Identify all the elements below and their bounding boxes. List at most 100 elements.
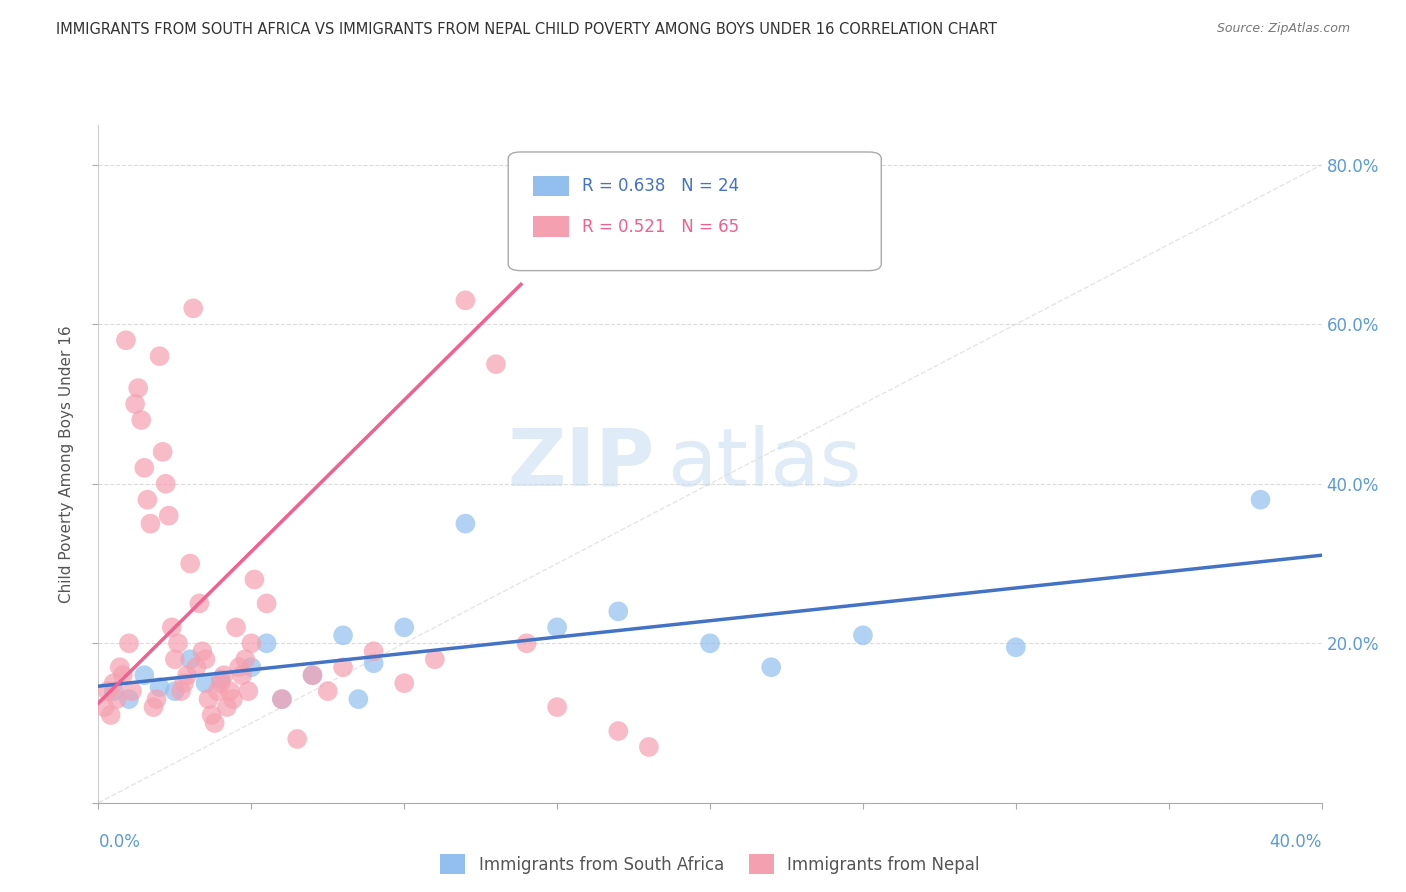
Point [118, 636, 141, 650]
Point [256, 596, 278, 610]
Point [454, 293, 477, 308]
Point [332, 628, 354, 642]
Text: IMMIGRANTS FROM SOUTH AFRICA VS IMMIGRANTS FROM NEPAL CHILD POVERTY AMONG BOYS U: IMMIGRANTS FROM SOUTH AFRICA VS IMMIGRAN… [56, 22, 997, 37]
Point [103, 684, 125, 698]
Point [485, 357, 508, 371]
Point [149, 349, 172, 363]
Point [233, 652, 256, 666]
Point [108, 660, 131, 674]
Point [332, 660, 354, 674]
Point [194, 676, 217, 690]
Text: R = 0.638   N = 24: R = 0.638 N = 24 [582, 177, 738, 194]
Point [392, 676, 416, 690]
Point [256, 636, 278, 650]
Point [179, 652, 201, 666]
Point [173, 676, 195, 690]
Point [759, 660, 782, 674]
Point [204, 716, 226, 731]
Point [155, 476, 177, 491]
Point [179, 557, 201, 571]
Point [270, 692, 292, 706]
Point [186, 660, 208, 674]
Point [301, 668, 323, 682]
Point [124, 397, 146, 411]
Point [93, 700, 115, 714]
Point [105, 692, 128, 706]
Point [188, 596, 211, 610]
Point [546, 620, 568, 634]
Point [134, 460, 156, 475]
Point [176, 668, 198, 682]
Point [225, 620, 247, 634]
Point [607, 724, 630, 739]
Point [152, 445, 174, 459]
Point [115, 333, 138, 347]
Point [136, 492, 159, 507]
Text: 0.0%: 0.0% [98, 833, 141, 851]
Point [167, 636, 190, 650]
Point [238, 684, 260, 698]
Point [228, 660, 250, 674]
Point [215, 700, 238, 714]
Point [1249, 492, 1271, 507]
Point [163, 652, 186, 666]
Point [127, 381, 149, 395]
Point [134, 668, 156, 682]
Point [209, 676, 232, 690]
Point [301, 668, 323, 682]
Point [207, 684, 229, 698]
Text: 40.0%: 40.0% [1270, 833, 1322, 851]
Bar [533, 217, 569, 236]
Point [181, 301, 204, 316]
Point [197, 692, 219, 706]
Point [160, 620, 183, 634]
Point [100, 708, 122, 723]
Y-axis label: Child Poverty Among Boys Under 16: Child Poverty Among Boys Under 16 [59, 325, 75, 603]
Point [231, 668, 253, 682]
Point [97, 684, 120, 698]
Point [243, 573, 266, 587]
Point [129, 413, 152, 427]
Point [149, 680, 172, 694]
Point [194, 652, 217, 666]
Point [240, 636, 263, 650]
Point [423, 652, 446, 666]
Point [170, 684, 193, 698]
Point [200, 708, 222, 723]
Point [157, 508, 180, 523]
Point [212, 668, 235, 682]
Point [637, 739, 661, 754]
Point [142, 700, 165, 714]
FancyBboxPatch shape [508, 152, 882, 270]
Point [209, 672, 232, 686]
Point [516, 636, 538, 650]
Point [392, 620, 416, 634]
Point [852, 628, 875, 642]
Point [219, 684, 242, 698]
Legend: Immigrants from South Africa, Immigrants from Nepal: Immigrants from South Africa, Immigrants… [432, 846, 988, 882]
Point [607, 604, 630, 618]
Point [363, 644, 385, 658]
Point [316, 684, 339, 698]
Bar [533, 176, 569, 196]
Point [118, 692, 141, 706]
Point [546, 700, 568, 714]
Point [111, 668, 134, 682]
Point [103, 676, 125, 690]
Point [222, 692, 245, 706]
Point [121, 684, 143, 698]
Text: R = 0.521   N = 65: R = 0.521 N = 65 [582, 218, 738, 235]
Point [347, 692, 370, 706]
Point [145, 692, 167, 706]
Point [191, 644, 214, 658]
Point [270, 692, 292, 706]
Point [285, 731, 308, 746]
Point [699, 636, 721, 650]
Point [1004, 640, 1026, 655]
Point [363, 657, 385, 671]
Point [139, 516, 162, 531]
Text: ZIP: ZIP [508, 425, 655, 503]
Text: Source: ZipAtlas.com: Source: ZipAtlas.com [1216, 22, 1350, 36]
Point [454, 516, 477, 531]
Text: atlas: atlas [668, 425, 862, 503]
